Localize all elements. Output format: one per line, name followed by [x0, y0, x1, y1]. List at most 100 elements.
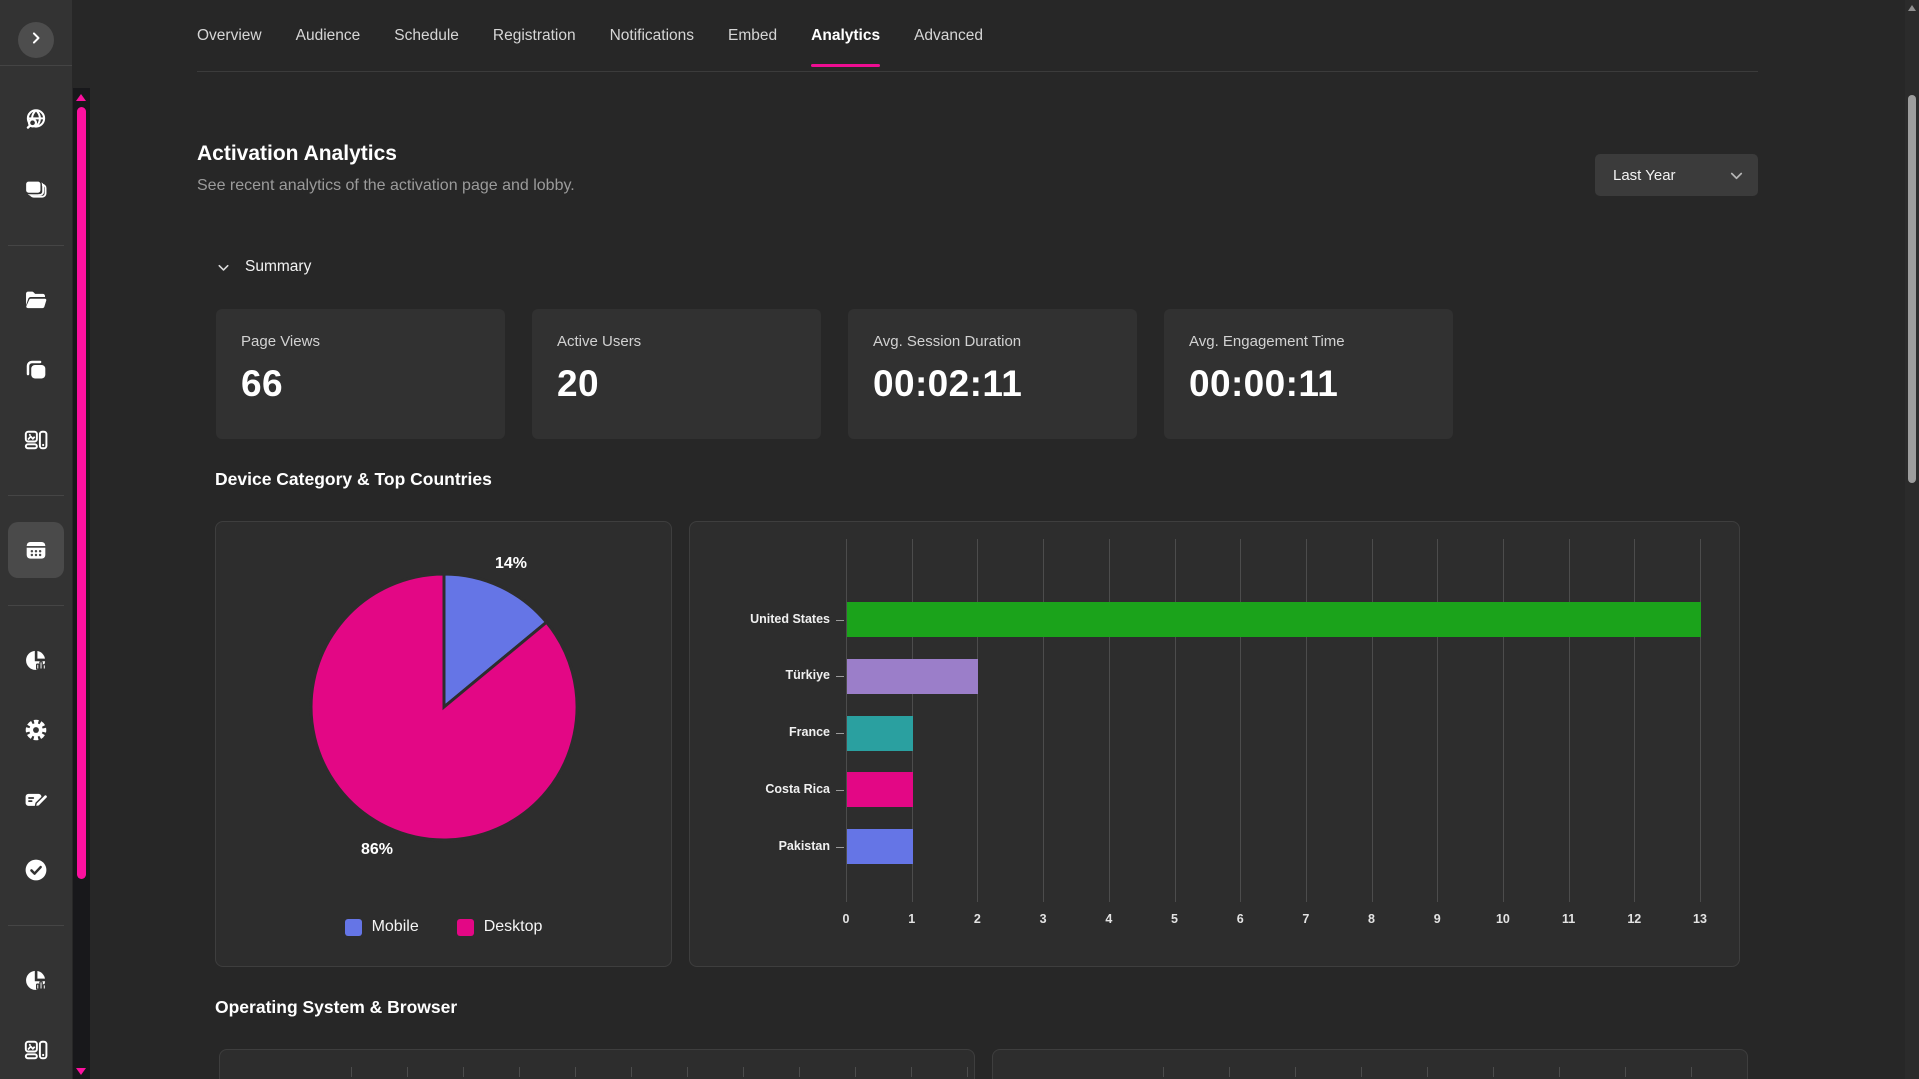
sidebar-item-globe-search[interactable]	[0, 85, 72, 155]
tab-overview[interactable]: Overview	[197, 0, 262, 71]
tab-notifications[interactable]: Notifications	[610, 0, 694, 71]
scroll-up-arrow-icon[interactable]	[76, 94, 86, 101]
x-axis-tick-label: 9	[1433, 912, 1441, 926]
date-range-dropdown[interactable]: Last Year	[1595, 154, 1758, 196]
page-vertical-scrollbar[interactable]	[1905, 0, 1919, 1079]
sidebar-divider	[8, 495, 64, 496]
browser-chart-card	[992, 1049, 1748, 1079]
gridline	[1371, 539, 1373, 902]
x-axis-tick-label: 7	[1302, 912, 1310, 926]
tab-analytics[interactable]: Analytics	[811, 0, 881, 71]
category-tick	[836, 789, 844, 791]
pie-data-label-desktop: 86%	[360, 841, 394, 858]
x-axis-tick-label: 3	[1039, 912, 1047, 926]
pie-chart-icon	[23, 967, 49, 993]
sidebar-item-folder[interactable]	[0, 265, 72, 335]
operating-system-chart-card	[219, 1049, 975, 1079]
gridline-tick	[1361, 1067, 1362, 1077]
sidebar-item-settings-gear[interactable]	[0, 695, 72, 765]
gridline-tick	[743, 1067, 744, 1077]
main-panel: Overview Audience Schedule Registration Noti…	[90, 0, 1905, 1079]
tab-registration[interactable]: Registration	[493, 0, 576, 71]
gridline	[1700, 539, 1701, 902]
scroll-down-arrow-icon[interactable]	[76, 1068, 86, 1075]
analytics-section: Summary Page Views 66 Active Users 20 Avg. S…	[215, 258, 1758, 1079]
stat-card-value: 20	[557, 363, 599, 404]
os-browser-row	[219, 1049, 1758, 1079]
check-circle-icon	[23, 857, 49, 883]
inner-scrollbar-thumb[interactable]	[77, 107, 86, 879]
tab-schedule[interactable]: Schedule	[394, 0, 459, 71]
pie-legend: Mobile Desktop	[216, 918, 671, 936]
gridline-tick	[687, 1067, 688, 1077]
gridline	[1305, 539, 1307, 902]
section-heading-os-browser: Operating System & Browser	[215, 997, 458, 1017]
bar-chart-plot: 0 1 2 3 4 5 6 7 8 9 10 11 12 13 United States Türkiye Fr…	[690, 522, 1739, 966]
sidebar-item-card-edit[interactable]	[0, 765, 72, 835]
sidebar-nav	[0, 85, 72, 1079]
content: Overview Audience Schedule Registration Noti…	[90, 0, 1905, 1079]
stat-card-page-views: Page Views 66	[216, 309, 505, 439]
sidebar-item-calendar[interactable]	[0, 515, 72, 585]
desktop-swatch	[456, 918, 474, 936]
x-axis-tick-label: 5	[1171, 912, 1178, 926]
sidebar-item-copy[interactable]	[0, 335, 72, 405]
tab-label: Schedule	[394, 26, 459, 44]
copy-icon	[23, 357, 49, 383]
page-scrollbar-thumb[interactable]	[1908, 95, 1916, 483]
top-countries-bar-card: 0 1 2 3 4 5 6 7 8 9 10 11 12 13 United States Türkiye Fr…	[689, 521, 1740, 967]
inner-vertical-scrollbar[interactable]	[73, 88, 90, 1079]
x-axis-tick-label: 6	[1236, 912, 1244, 926]
tab-audience[interactable]: Audience	[296, 0, 361, 71]
category-tick	[836, 676, 844, 678]
stat-card-avg-session-duration: Avg. Session Duration 00:02:11	[848, 309, 1137, 439]
x-axis-tick-label: 8	[1368, 912, 1375, 926]
category-label-pakistan: Pakistan	[778, 838, 830, 853]
tab-label: Audience	[295, 26, 361, 44]
gridline-tick	[1295, 1067, 1296, 1077]
card-edit-icon	[23, 787, 49, 813]
bar-costa-rica	[847, 772, 913, 808]
pie-slice-desktop	[309, 572, 579, 842]
x-axis-tick-label: 2	[973, 912, 981, 926]
date-range-value: Last Year	[1613, 166, 1676, 184]
legend-label: Desktop	[483, 918, 543, 935]
x-axis-tick-label: 12	[1627, 912, 1642, 926]
sidebar-item-pie-chart[interactable]	[0, 625, 72, 695]
tab-embed[interactable]: Embed	[728, 0, 777, 71]
pie-chart-icon	[23, 647, 49, 673]
settings-gear-icon	[23, 717, 49, 743]
legend-label: Mobile	[371, 918, 419, 935]
gridline-tick	[1427, 1067, 1428, 1077]
tab-label: Embed	[728, 26, 778, 44]
x-axis-tick-label: 4	[1105, 912, 1113, 926]
gridline-tick	[463, 1067, 464, 1077]
gridline	[1240, 539, 1242, 902]
stat-card-active-users: Active Users 20	[532, 309, 821, 439]
tab-advanced[interactable]: Advanced	[914, 0, 983, 71]
globe-search-icon	[23, 107, 49, 133]
sidebar-item-dashboard[interactable]	[0, 1015, 72, 1079]
stat-card-label: Avg. Engagement Time	[1189, 333, 1345, 350]
scroll-up-arrow-icon[interactable]	[1907, 5, 1916, 11]
charts-row: Mobile Desktop 14% 86% 0 1 2 3 4 5 6 7 8 9 10 11 12 13 U…	[215, 521, 1758, 967]
page-subtitle: See recent analytics of the activation p…	[197, 177, 575, 194]
x-axis-tick-label: 11	[1561, 912, 1576, 926]
chevron-down-icon	[1727, 166, 1746, 185]
gridline-tick	[1691, 1067, 1692, 1077]
gridline	[846, 539, 847, 902]
sidebar-divider	[8, 925, 64, 926]
device-category-pie-chart	[309, 572, 579, 842]
gridline-tick	[911, 1067, 912, 1077]
sidebar-item-check-circle[interactable]	[0, 835, 72, 905]
gridline-tick	[519, 1067, 520, 1077]
gridline-tick	[575, 1067, 576, 1077]
gridline	[1108, 539, 1110, 902]
sidebar-item-pie-chart[interactable]	[0, 945, 72, 1015]
summary-collapse-header[interactable]: Summary	[215, 258, 311, 276]
stat-card-label: Avg. Session Duration	[873, 333, 1022, 350]
sidebar-item-dashboard[interactable]	[0, 405, 72, 475]
sidebar-expand-button[interactable]	[18, 22, 54, 58]
stat-card-value: 66	[241, 363, 283, 404]
sidebar-item-stacked-cards[interactable]	[0, 155, 72, 225]
